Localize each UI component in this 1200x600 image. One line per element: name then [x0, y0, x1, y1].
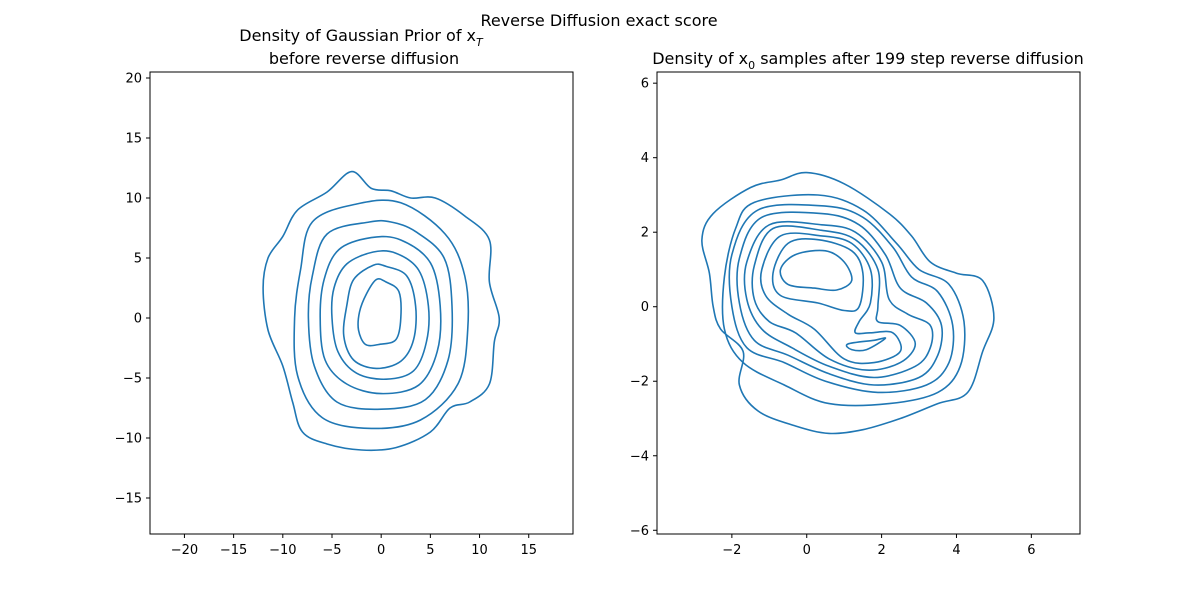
right-x-tick-label: 6 — [1027, 543, 1035, 558]
right-contour-level-10 — [701, 171, 995, 435]
left-x-tick-label: −20 — [171, 543, 198, 558]
left-x-tick-label: 15 — [520, 543, 537, 558]
left-axes: Density of Gaussian Prior of xT before r… — [115, 26, 574, 559]
left-y-tick-label: −10 — [115, 432, 142, 447]
right-contour-group — [701, 171, 995, 435]
right-y-tick-label: 2 — [641, 226, 649, 241]
right-contour-level-3 — [771, 238, 865, 312]
left-y-tick-label: 10 — [125, 192, 142, 207]
right-contour-level-7 — [736, 211, 944, 386]
left-x-tick-label: −5 — [322, 543, 341, 558]
left-y-tick-label: 15 — [125, 132, 142, 147]
right-contour-level-5 — [751, 225, 917, 371]
right-y-tick-label: 6 — [641, 77, 649, 92]
right-y-tick-label: −6 — [630, 524, 649, 539]
right-y-tick-label: 4 — [641, 151, 649, 166]
left-x-tick-label: 10 — [471, 543, 488, 558]
left-y-tick-label: 0 — [134, 312, 142, 327]
left-axes-title-line2: before reverse diffusion — [269, 49, 459, 68]
left-x-tick-label: 5 — [426, 543, 434, 558]
left-y-tick-label: 20 — [125, 72, 142, 87]
right-ticks: −2 0 2 4 6 −6 −4 −2 0 2 4 6 — [630, 77, 1036, 558]
left-axes-frame — [149, 71, 574, 535]
right-contour-level-1 — [779, 249, 853, 292]
left-contour-group — [262, 170, 501, 452]
right-x-tick-label: −2 — [722, 543, 741, 558]
right-contour-level-9 — [721, 193, 966, 407]
figure-suptitle: Reverse Diffusion exact score — [480, 11, 717, 30]
left-y-tick-label: −15 — [115, 492, 142, 507]
right-contour-level-8 — [728, 203, 955, 394]
right-axes-title: Density of x0 samples after 199 step rev… — [652, 49, 1084, 72]
left-contour-level-3 — [330, 249, 430, 381]
left-contour-level-1 — [357, 278, 402, 347]
left-y-tick-label: −5 — [123, 372, 142, 387]
left-x-tick-label: 0 — [377, 543, 385, 558]
right-x-tick-label: 0 — [803, 543, 811, 558]
right-y-tick-label: −2 — [630, 375, 649, 390]
right-contour-level-4 — [759, 232, 902, 365]
left-x-tick-label: −15 — [220, 543, 247, 558]
right-contour-level-6 — [743, 220, 934, 379]
right-x-tick-label: 4 — [952, 543, 960, 558]
right-y-tick-label: 0 — [641, 300, 649, 315]
left-contour-level-4 — [319, 235, 442, 395]
left-x-tick-label: −10 — [269, 543, 296, 558]
left-contour-level-2 — [342, 263, 417, 370]
left-axes-title-line1: Density of Gaussian Prior of xT — [239, 26, 484, 49]
right-axes: Density of x0 samples after 199 step rev… — [630, 49, 1084, 558]
right-y-tick-label: −4 — [630, 449, 649, 464]
left-ticks: −20 −15 −10 −5 0 5 10 15 −15 −10 −5 0 5 10 15 20 — [115, 72, 537, 559]
left-contour-level-7 — [262, 170, 501, 452]
left-contour-level-6 — [293, 199, 470, 430]
right-x-tick-label: 2 — [877, 543, 885, 558]
right-contour-level-2 — [845, 337, 887, 352]
right-axes-frame — [656, 71, 1081, 535]
left-y-tick-label: 5 — [134, 252, 142, 267]
left-contour-level-5 — [307, 219, 454, 411]
